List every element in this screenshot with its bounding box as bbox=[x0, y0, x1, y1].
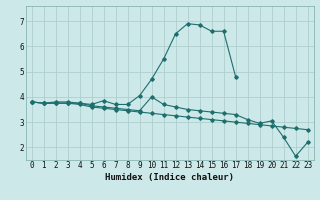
X-axis label: Humidex (Indice chaleur): Humidex (Indice chaleur) bbox=[105, 173, 234, 182]
